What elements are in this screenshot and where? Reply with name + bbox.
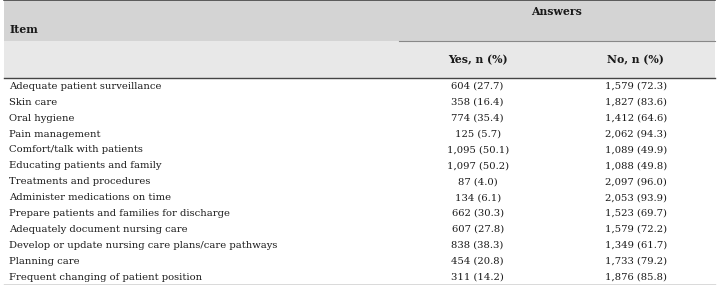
Bar [4,78,715,94]
Text: 1,733 (79.2): 1,733 (79.2) [605,257,667,266]
Text: 125 (5.7): 125 (5.7) [454,129,500,139]
Text: Develop or update nursing care plans/care pathways: Develop or update nursing care plans/car… [9,241,278,250]
Text: Adequate patient surveillance: Adequate patient surveillance [9,82,162,91]
Text: 662 (30.3): 662 (30.3) [452,209,504,218]
Text: 2,053 (93.9): 2,053 (93.9) [605,193,667,202]
Text: 774 (35.4): 774 (35.4) [452,114,504,123]
Text: 1,088 (49.8): 1,088 (49.8) [605,161,667,170]
Text: Pain management: Pain management [9,129,101,139]
Bar [4,269,715,285]
Text: No, n (%): No, n (%) [608,54,664,65]
Text: 2,062 (94.3): 2,062 (94.3) [605,129,667,139]
Text: 838 (38.3): 838 (38.3) [452,241,504,250]
Text: Frequent changing of patient position: Frequent changing of patient position [9,272,203,282]
Text: Administer medications on time: Administer medications on time [9,193,171,202]
Text: 1,349 (61.7): 1,349 (61.7) [605,241,667,250]
Bar [4,110,715,126]
Text: 1,876 (85.8): 1,876 (85.8) [605,272,667,282]
Text: Skin care: Skin care [9,98,58,107]
Text: Treatments and procedures: Treatments and procedures [9,177,151,186]
Text: 358 (16.4): 358 (16.4) [452,98,504,107]
Text: 1,089 (49.9): 1,089 (49.9) [605,145,667,154]
Bar [4,158,715,174]
Text: 1,523 (69.7): 1,523 (69.7) [605,209,667,218]
Text: 1,579 (72.2): 1,579 (72.2) [605,225,667,234]
Text: Planning care: Planning care [9,257,80,266]
Text: 607 (27.8): 607 (27.8) [452,225,504,234]
Text: Item: Item [9,24,38,35]
Bar [4,205,715,221]
Text: Oral hygiene: Oral hygiene [9,114,75,123]
Bar [4,190,715,205]
Text: 604 (27.7): 604 (27.7) [452,82,504,91]
Bar [4,94,715,110]
Bar [4,0,398,41]
Text: Yes, n (%): Yes, n (%) [448,54,508,65]
Bar [398,41,557,78]
Bar [4,174,715,190]
Text: Adequately document nursing care: Adequately document nursing care [9,225,188,234]
Bar [4,237,715,253]
Text: 454 (20.8): 454 (20.8) [452,257,504,266]
Text: Comfort/talk with patients: Comfort/talk with patients [9,145,143,154]
Text: 1,095 (50.1): 1,095 (50.1) [446,145,509,154]
Bar [4,41,398,78]
Bar [557,41,715,78]
Bar [4,253,715,269]
Text: 1,097 (50.2): 1,097 (50.2) [446,161,509,170]
Text: 1,579 (72.3): 1,579 (72.3) [605,82,667,91]
Text: Prepare patients and families for discharge: Prepare patients and families for discha… [9,209,230,218]
Text: 2,097 (96.0): 2,097 (96.0) [605,177,667,186]
Text: 1,827 (83.6): 1,827 (83.6) [605,98,667,107]
Text: Educating patients and family: Educating patients and family [9,161,162,170]
Bar [4,221,715,237]
Text: 311 (14.2): 311 (14.2) [452,272,504,282]
Bar [4,126,715,142]
Text: 87 (4.0): 87 (4.0) [458,177,498,186]
Text: Answers: Answers [531,6,582,17]
Bar [4,142,715,158]
Text: 134 (6.1): 134 (6.1) [454,193,501,202]
Text: 1,412 (64.6): 1,412 (64.6) [605,114,667,123]
Bar [398,0,715,41]
